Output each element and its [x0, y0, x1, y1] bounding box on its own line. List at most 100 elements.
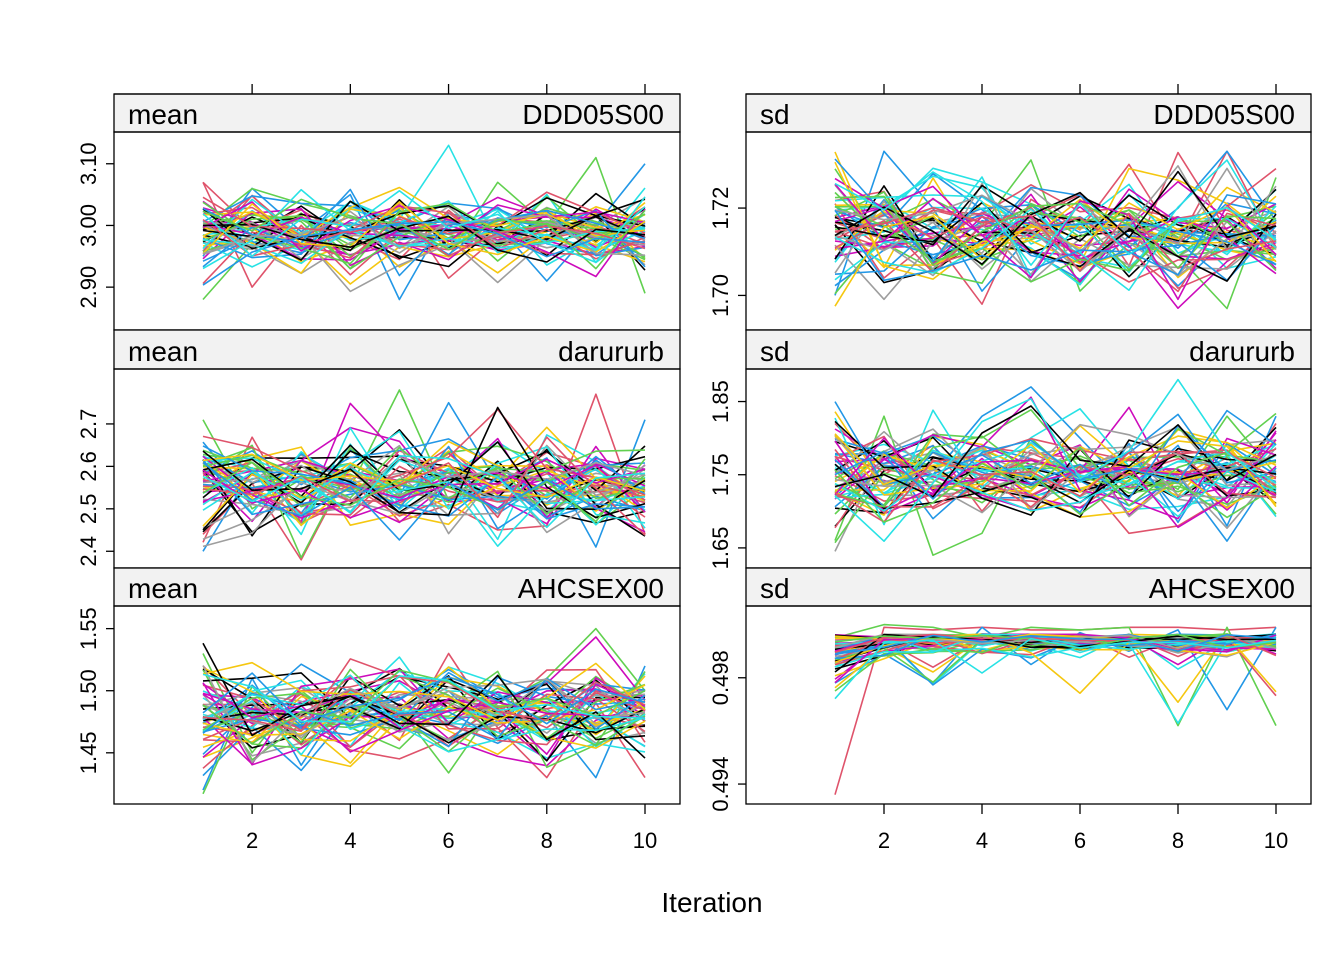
series-line — [202, 430, 646, 524]
series-line — [834, 637, 1277, 700]
strip-stat-label: mean — [128, 573, 198, 604]
series-line — [834, 206, 1277, 272]
series-line — [834, 623, 1277, 727]
x-tick-label: 8 — [541, 828, 553, 853]
series-line — [834, 195, 1277, 269]
series-line — [834, 470, 1277, 518]
strip-stat-label: mean — [128, 99, 198, 130]
series-line — [202, 454, 646, 529]
strip-stat-label: sd — [760, 336, 790, 367]
series-line — [202, 671, 646, 733]
x-tick-label: 10 — [1264, 828, 1288, 853]
y-tick-label: 2.6 — [76, 451, 101, 482]
x-tick-label: 6 — [1074, 828, 1086, 853]
series-group — [834, 378, 1277, 557]
series-line — [834, 378, 1277, 543]
series-line — [202, 668, 646, 769]
x-tick-label: 2 — [246, 828, 258, 853]
series-group — [202, 627, 646, 795]
panel-sd-DDD05S00: sd DDD05S00 1.70 1.72 — [708, 84, 1312, 331]
series-line — [834, 449, 1277, 500]
series-group — [202, 389, 646, 561]
series-line — [834, 437, 1277, 529]
strip-stat-label: sd — [760, 99, 790, 130]
series-line — [202, 674, 646, 753]
y-tick-label: 1.75 — [708, 453, 733, 496]
y-tick-label: 2.5 — [76, 494, 101, 525]
series-line — [202, 636, 646, 766]
strip-background — [113, 93, 681, 133]
y-tick-label: 1.45 — [76, 731, 101, 774]
strip-background — [745, 329, 1312, 370]
y-tick-label: 1.65 — [708, 526, 733, 569]
y-tick-label: 1.85 — [708, 380, 733, 423]
series-line — [834, 161, 1277, 267]
strip-background — [113, 329, 681, 370]
series-line — [202, 201, 646, 265]
series-line — [202, 455, 646, 524]
series-line — [202, 221, 646, 286]
strip-variable-label: darururb — [558, 336, 664, 367]
y-tick-label: 1.50 — [76, 669, 101, 712]
series-line — [834, 205, 1277, 283]
y-tick-label: 2.7 — [76, 409, 101, 440]
series-line — [834, 428, 1277, 552]
series-line — [202, 190, 646, 264]
x-tick-label: 10 — [633, 828, 657, 853]
series-line — [202, 673, 646, 723]
series-line — [202, 465, 646, 516]
series-line — [202, 198, 646, 270]
strip-variable-label: DDD05S00 — [522, 99, 664, 130]
series-line — [834, 450, 1277, 523]
series-line — [202, 661, 646, 721]
y-tick-label: 0.494 — [708, 757, 733, 812]
series-line — [834, 158, 1277, 266]
y-tick-label: 3.00 — [76, 204, 101, 247]
series-line — [202, 441, 646, 511]
y-tick-label: 3.10 — [76, 142, 101, 185]
series-line — [834, 201, 1277, 282]
series-line — [834, 191, 1277, 271]
strip-variable-label: DDD05S00 — [1153, 99, 1295, 130]
series-line — [202, 683, 646, 753]
series-line — [834, 171, 1277, 266]
y-tick-label: 0.498 — [708, 650, 733, 705]
series-line — [202, 672, 646, 741]
series-line — [202, 642, 646, 759]
series-line — [834, 427, 1277, 516]
series-line — [202, 436, 646, 536]
panel-border — [745, 605, 1312, 805]
x-tick-label: 4 — [344, 828, 356, 853]
panel-mean-darururb: mean darururb 2.4 2.5 2.6 2.7 — [76, 329, 681, 569]
series-line — [202, 206, 646, 256]
series-line — [202, 201, 646, 278]
panel-sd-darururb: sd darururb 1.65 1.75 1.85 — [708, 329, 1312, 569]
series-line — [202, 197, 646, 268]
y-tick-label: 2.4 — [76, 536, 101, 567]
series-line — [202, 196, 646, 257]
series-line — [834, 452, 1277, 508]
strip-background — [745, 567, 1312, 607]
strip-stat-label: sd — [760, 573, 790, 604]
series-line — [202, 408, 646, 496]
series-line — [834, 635, 1277, 725]
series-line — [202, 670, 646, 748]
x-axis-title: Iteration — [661, 887, 762, 918]
series-group — [834, 150, 1277, 310]
x-tick-label: 6 — [442, 828, 454, 853]
x-tick-label: 2 — [878, 828, 890, 853]
y-tick-label: 2.90 — [76, 266, 101, 309]
series-line — [834, 626, 1277, 795]
series-line — [834, 401, 1277, 500]
series-line — [834, 633, 1277, 684]
y-tick-label: 1.72 — [708, 187, 733, 230]
series-group — [834, 623, 1277, 795]
panel-sd-AHCSEX00: sd AHCSEX00 0.494 0.498 2 4 6 8 10 — [708, 567, 1312, 853]
series-line — [202, 188, 646, 277]
series-line — [202, 675, 646, 747]
strip-variable-label: AHCSEX00 — [518, 573, 664, 604]
y-tick-label: 1.70 — [708, 274, 733, 317]
x-tick-label: 4 — [976, 828, 988, 853]
x-tick-label: 8 — [1172, 828, 1184, 853]
